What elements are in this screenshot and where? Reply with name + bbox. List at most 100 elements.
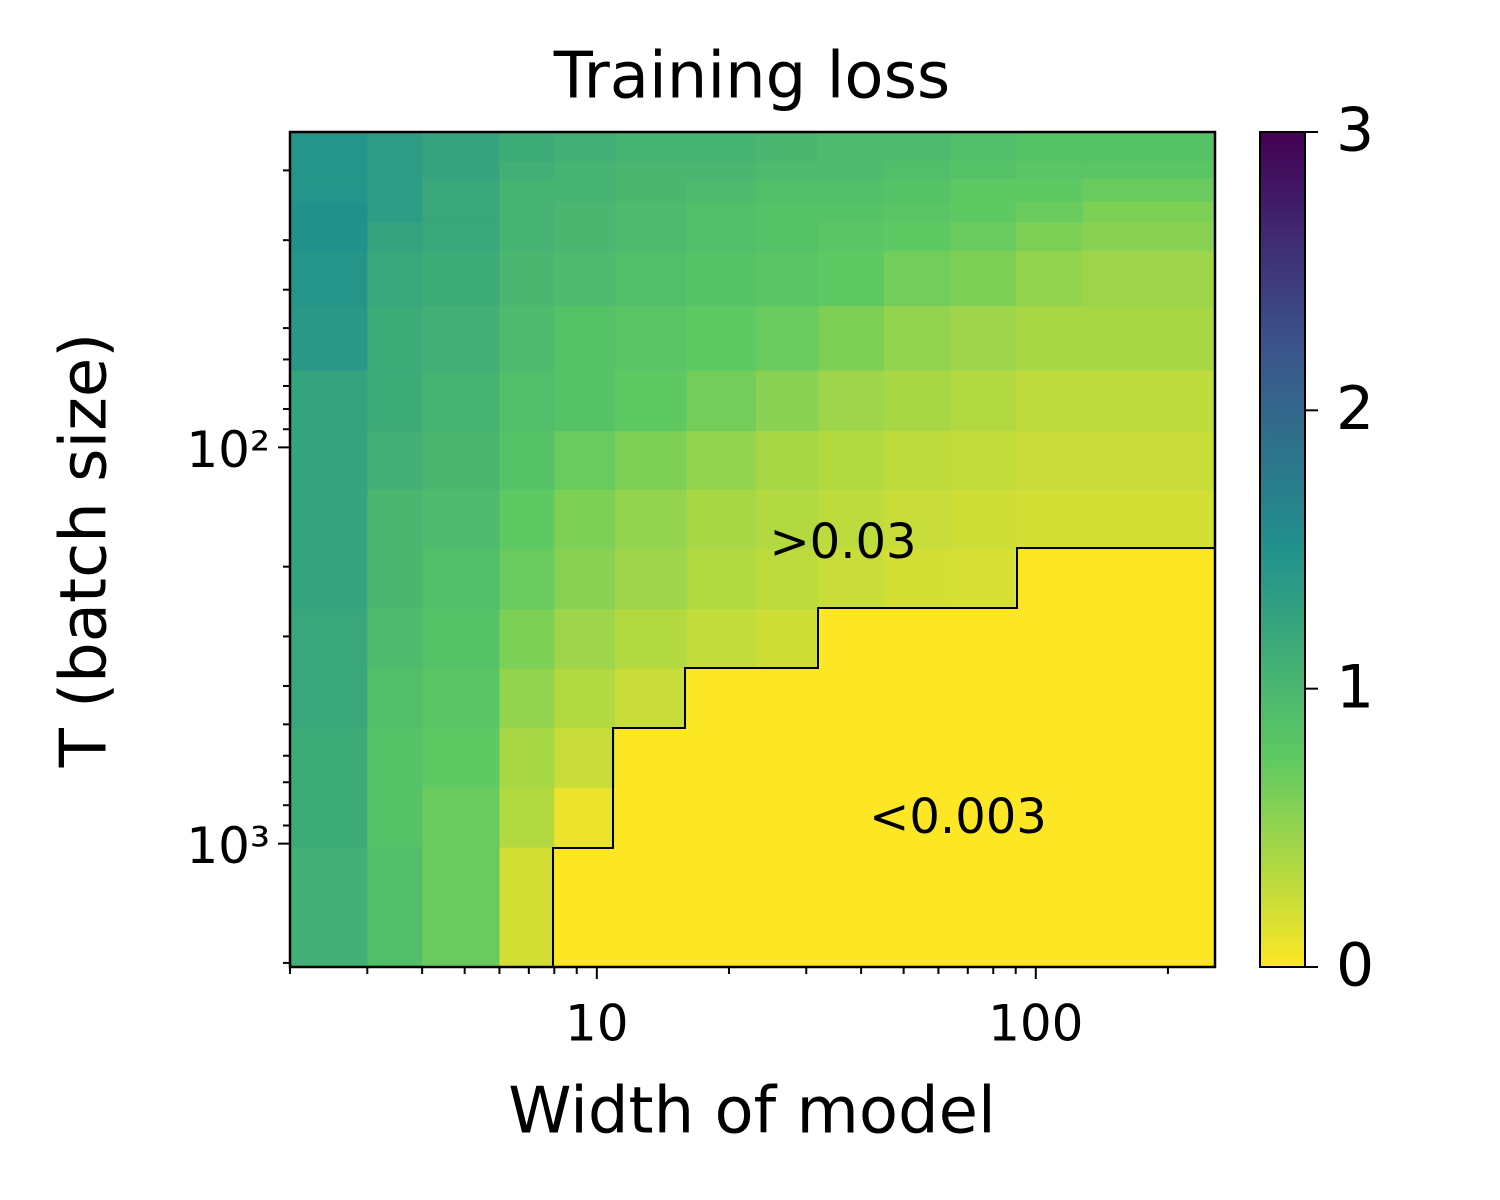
heatmap-cell xyxy=(883,788,952,849)
heatmap-cell xyxy=(367,201,423,223)
heatmap-cell xyxy=(614,489,687,550)
heatmap-cell xyxy=(950,178,1017,203)
heatmap-cell xyxy=(499,222,555,252)
heatmap-cell xyxy=(290,609,368,670)
heatmap-cell xyxy=(290,178,368,203)
heatmap-cell xyxy=(422,431,500,491)
heatmap-cell xyxy=(1082,306,1216,372)
heatmap-cell xyxy=(554,306,616,372)
x-tick-label: 100 xyxy=(988,995,1083,1053)
heatmap-cell xyxy=(818,549,885,610)
chart-title: Training loss xyxy=(553,40,951,114)
heatmap-cell xyxy=(422,306,500,372)
heatmap-cell xyxy=(554,847,616,968)
heatmap-cell xyxy=(367,306,423,372)
heatmap-cell xyxy=(755,549,820,610)
heatmap-cell xyxy=(614,609,687,670)
heatmap-cell xyxy=(367,549,423,610)
heatmap-cell xyxy=(686,306,757,372)
heatmap-cell xyxy=(422,222,500,252)
heatmap-cell xyxy=(367,178,423,203)
heatmap-cell xyxy=(499,788,555,849)
heatmap-cell xyxy=(686,178,757,203)
heatmap-cell xyxy=(686,668,757,729)
heatmap-cell xyxy=(686,251,757,307)
heatmap-cell xyxy=(422,161,500,180)
heatmap-cell xyxy=(367,668,423,729)
heatmap-cell xyxy=(499,549,555,610)
heatmap-cell xyxy=(422,201,500,223)
heatmap-cell xyxy=(367,161,423,180)
heatmap-cell xyxy=(755,668,820,729)
heatmap-cell xyxy=(1082,251,1216,307)
heatmap-cell xyxy=(818,132,885,163)
heatmap-cell xyxy=(614,788,687,849)
heatmap-cell xyxy=(950,132,1017,163)
heatmap-cell xyxy=(1015,222,1084,252)
heatmap-cell xyxy=(554,178,616,203)
heatmap-cell xyxy=(1015,370,1084,432)
heatmap-cell xyxy=(290,489,368,550)
colorbar-frame xyxy=(1259,131,1306,968)
contour-line xyxy=(552,547,1215,967)
heatmap-cell xyxy=(818,306,885,372)
heatmap-cell xyxy=(290,788,368,849)
heatmap-cell xyxy=(883,306,952,372)
heatmap-cell xyxy=(950,847,1017,968)
heatmap-cell xyxy=(554,549,616,610)
heatmap-cell xyxy=(1082,668,1216,729)
heatmap-cell xyxy=(1015,668,1084,729)
heatmap-cell xyxy=(1082,609,1216,670)
annotation: >0.03 xyxy=(769,514,916,570)
heatmap-cell xyxy=(499,609,555,670)
heatmap-cell xyxy=(755,847,820,968)
y-tick-label: 10² xyxy=(186,421,270,479)
heatmap-cell xyxy=(499,431,555,491)
heatmap-cell xyxy=(950,370,1017,432)
colorbar xyxy=(1260,132,1305,967)
heatmap-cell xyxy=(686,728,757,789)
heatmap-cell xyxy=(883,222,952,252)
heatmap-cell xyxy=(554,201,616,223)
heatmap-cell xyxy=(290,222,368,252)
heatmap-cell xyxy=(755,251,820,307)
heatmap-cell xyxy=(818,728,885,789)
heatmap-cell xyxy=(1082,788,1216,849)
heatmap-cell xyxy=(818,161,885,180)
heatmap-cell xyxy=(883,489,952,550)
heatmap-cell xyxy=(755,431,820,491)
heatmap-cell xyxy=(554,222,616,252)
heatmap-cell xyxy=(883,132,952,163)
heatmap-cell xyxy=(755,201,820,223)
heatmap-cell xyxy=(422,788,500,849)
heatmap-cell xyxy=(290,431,368,491)
heatmap-cell xyxy=(818,201,885,223)
heatmap-cell xyxy=(950,549,1017,610)
heatmap-cell xyxy=(367,788,423,849)
heatmap-cell xyxy=(290,161,368,180)
heatmap-cell xyxy=(614,728,687,789)
heatmap-cell xyxy=(290,549,368,610)
heatmap-cell xyxy=(950,161,1017,180)
heatmap-cell xyxy=(614,370,687,432)
heatmap-cell xyxy=(554,788,616,849)
heatmap-cell xyxy=(367,132,423,163)
heatmap-cell xyxy=(554,728,616,789)
heatmap-cell xyxy=(755,609,820,670)
heatmap-cell xyxy=(290,201,368,223)
heatmap-cell xyxy=(422,549,500,610)
colorbar-tick-label: 1 xyxy=(1336,652,1374,722)
heatmap-cell xyxy=(950,251,1017,307)
heatmap-cell xyxy=(755,489,820,550)
heatmap-cell xyxy=(755,178,820,203)
heatmap-cell xyxy=(1082,161,1216,180)
heatmap-cell xyxy=(818,788,885,849)
heatmap-cell xyxy=(614,201,687,223)
heatmap-cell xyxy=(883,728,952,789)
heatmap-cell xyxy=(554,251,616,307)
heatmap-cell xyxy=(614,847,687,968)
heatmap-cell xyxy=(1015,431,1084,491)
heatmap-cell xyxy=(883,201,952,223)
heatmap-cell xyxy=(883,178,952,203)
heatmap-cell xyxy=(818,609,885,670)
